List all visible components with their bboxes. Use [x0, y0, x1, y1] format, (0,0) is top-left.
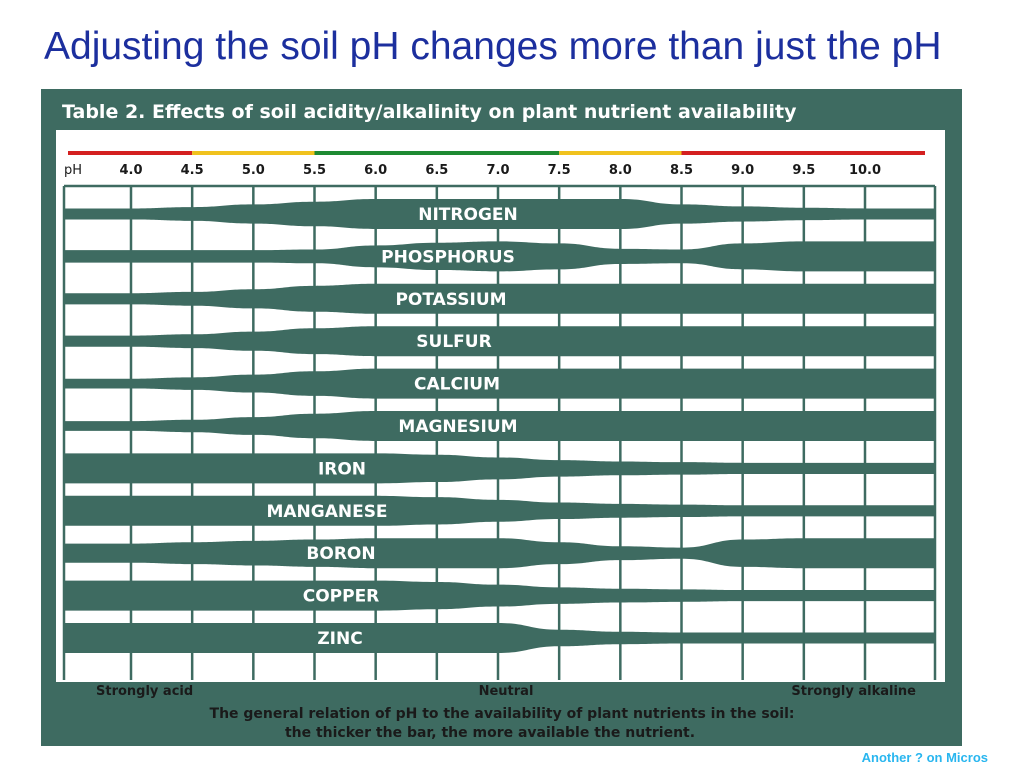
x-axis-label: pH	[64, 163, 82, 178]
series-label-manganese: MANGANESE	[266, 502, 387, 522]
ph-band-yellow	[192, 151, 315, 155]
series-bar-manganese	[64, 495, 935, 526]
ph-tick-label: 7.0	[486, 163, 509, 178]
series-bar-phosphorus	[64, 241, 935, 272]
series-bar-zinc	[64, 623, 935, 653]
series-bar-potassium	[64, 283, 935, 314]
ph-band-red	[681, 151, 925, 155]
scale-label-strongly-acid: Strongly acid	[96, 684, 193, 699]
nutrient-labels: NITROGEN PHOSPHORUS POTASSIUM SULFUR CALCIUM…	[266, 205, 517, 649]
ph-tick-label: 6.5	[425, 163, 448, 178]
ph-tick-label: 9.0	[731, 163, 754, 178]
ph-band-red	[68, 151, 193, 155]
series-label-zinc: ZINC	[317, 629, 362, 649]
series-bar-sulfur	[64, 326, 935, 357]
series-label-boron: BORON	[306, 544, 375, 564]
slide-title: Adjusting the soil pH changes more than …	[44, 25, 942, 68]
chart-title: Table 2. Effects of soil acidity/alkalin…	[62, 101, 797, 123]
series-bar-iron	[64, 453, 935, 484]
ph-tick-label: 7.5	[548, 163, 571, 178]
series-bar-magnesium	[64, 411, 935, 441]
series-bar-calcium	[64, 368, 935, 399]
series-label-sulfur: SULFUR	[416, 332, 491, 352]
caption-line-1: The general relation of pH to the availa…	[210, 706, 795, 722]
series-label-magnesium: MAGNESIUM	[398, 417, 517, 437]
scale-label-strongly-alkaline: Strongly alkaline	[791, 684, 916, 699]
ph-tick-label: 5.5	[303, 163, 326, 178]
scale-label-neutral: Neutral	[479, 684, 534, 699]
ph-tick-label: 9.5	[792, 163, 815, 178]
ph-color-bands	[68, 151, 925, 155]
series-bar-nitrogen	[64, 199, 935, 229]
series-label-iron: IRON	[318, 459, 366, 479]
footer-note[interactable]: Another ? on Micros	[861, 750, 988, 765]
series-bar-boron	[64, 538, 935, 569]
ph-tick-labels: 4.0 4.5 5.0 5.5 6.0 6.5 7.0 7.5 8.0 8.5 9.0 9.5 10.0	[119, 163, 881, 178]
ph-tick-label: 8.5	[670, 163, 693, 178]
ph-tick-label: 4.5	[181, 163, 204, 178]
series-label-phosphorus: PHOSPHORUS	[381, 247, 515, 267]
caption-line-2: the thicker the bar, the more available …	[285, 725, 695, 741]
ph-tick-label: 10.0	[849, 163, 881, 178]
ph-band-yellow	[559, 151, 682, 155]
ph-tick-label: 4.0	[119, 163, 142, 178]
ph-band-green	[314, 151, 560, 155]
series-label-calcium: CALCIUM	[414, 375, 500, 395]
series-bar-copper	[64, 580, 935, 611]
series-label-copper: COPPER	[303, 587, 380, 607]
ph-tick-label: 6.0	[364, 163, 387, 178]
series-label-nitrogen: NITROGEN	[418, 205, 518, 225]
series-label-potassium: POTASSIUM	[395, 290, 506, 310]
ph-tick-label: 8.0	[609, 163, 632, 178]
nutrient-bars	[64, 199, 935, 653]
ph-tick-label: 5.0	[242, 163, 265, 178]
